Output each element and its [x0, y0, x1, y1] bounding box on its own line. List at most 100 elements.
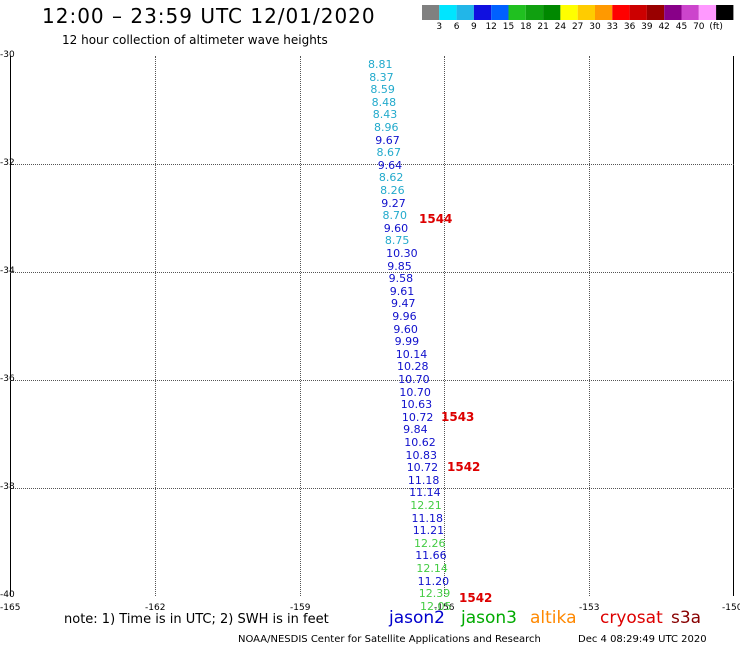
colorbar-label: 3	[436, 22, 443, 32]
wave-height-label: 12.26	[414, 536, 446, 550]
wave-height-label: 9.27	[381, 196, 406, 210]
colorbar-swatch	[646, 5, 665, 20]
colorbar-swatch	[491, 5, 509, 20]
colorbar-label: 39	[641, 22, 653, 32]
wave-height-label: 9.85	[387, 259, 412, 273]
wave-height-label: 11.66	[415, 549, 447, 563]
wave-height-label: 10.14	[395, 347, 428, 361]
longitude-tick-label: -159	[290, 603, 311, 613]
longitude-tick-label: -150	[722, 603, 740, 613]
colorbar-label: 15	[502, 22, 515, 32]
wave-height-label: 8.62	[378, 171, 404, 185]
colorbar-label: 12	[485, 22, 497, 32]
wave-height-colorbar	[422, 5, 734, 20]
wave-height-label: 8.67	[376, 146, 402, 160]
wave-height-label: 10.62	[404, 436, 436, 449]
longitude-tick-label: -153	[579, 603, 600, 613]
longitude-tick-label: -162	[145, 603, 166, 613]
colorbar-swatch	[595, 5, 613, 20]
colorbar-swatch	[439, 5, 457, 20]
wave-height-label: 12.21	[410, 499, 442, 512]
wave-height-label: 10.70	[398, 373, 430, 386]
wave-height-label: 11.21	[412, 524, 445, 538]
longitude-gridline	[589, 56, 590, 596]
wave-height-label: 9.60	[383, 221, 409, 235]
latitude-gridline	[10, 164, 734, 165]
wave-height-label: 11.14	[409, 486, 441, 500]
latitude-gridline	[10, 488, 734, 489]
wave-height-label: 9.84	[403, 423, 428, 437]
colorbar-label: 27	[571, 22, 584, 32]
colorbar-label: 9	[471, 22, 477, 32]
colorbar-swatch	[577, 5, 595, 20]
latitude-tick-label: -32	[0, 158, 15, 168]
colorbar-label: 33	[606, 22, 619, 32]
units-note: note: 1) Time is in UTC; 2) SWH is in fe…	[64, 612, 329, 627]
wave-height-label: 11.18	[411, 511, 444, 525]
wave-height-label: 10.83	[405, 448, 438, 462]
colorbar-swatch	[681, 5, 699, 20]
colorbar-label: (ft)	[709, 22, 723, 32]
wave-height-label: 8.26	[380, 184, 405, 197]
legend-jason3: jason3	[461, 608, 517, 628]
legend-s3a: s3a	[671, 608, 702, 628]
latitude-tick-label: -36	[0, 374, 15, 384]
wave-height-label: 9.58	[388, 272, 414, 286]
latitude-tick-label: -38	[0, 482, 15, 492]
legend-cryosat: cryosat	[600, 608, 663, 628]
colorbar-label: 30	[589, 22, 601, 32]
longitude-tick-label: -165	[0, 603, 21, 613]
wave-height-label: 10.72	[401, 410, 434, 424]
wave-height-label: 9.60	[393, 322, 418, 336]
wave-height-label: 8.70	[382, 209, 408, 223]
longitude-gridline	[444, 56, 445, 596]
colorbar-swatch	[698, 5, 717, 20]
wave-height-label: 8.75	[384, 234, 410, 248]
colorbar-swatch	[473, 5, 492, 20]
colorbar-swatch	[629, 5, 647, 20]
map-subtitle: 12 hour collection of altimeter wave hei…	[62, 33, 328, 47]
wave-height-label: 10.70	[399, 385, 431, 399]
wave-height-label: 11.18	[407, 473, 440, 487]
wave-height-label: 9.61	[389, 284, 415, 298]
latitude-gridline	[10, 380, 734, 381]
pass-time-label: 1543	[441, 410, 475, 424]
colorbar-swatch	[716, 5, 734, 20]
wave-height-label: 8.96	[374, 121, 399, 134]
colorbar-swatch	[560, 5, 578, 20]
wave-height-label: 12.39	[418, 587, 451, 601]
latitude-tick-label: -30	[0, 50, 15, 60]
legend-altika: altika	[530, 608, 577, 628]
colorbar-label: 45	[675, 22, 688, 32]
colorbar-labels: 3 6 9 12 15 18 21 24 27 30 33 36 39 42 45 70 (ft)	[422, 22, 734, 34]
pass-time-label: 1542	[447, 460, 481, 474]
longitude-gridline	[155, 56, 156, 596]
colorbar-swatch	[508, 5, 526, 20]
wave-height-label: 10.72	[406, 461, 439, 475]
wave-height-label: 10.63	[400, 398, 433, 412]
colorbar-label: 24	[554, 22, 567, 32]
latitude-tick-label: -34	[0, 266, 15, 276]
latitude-gridline	[10, 272, 734, 273]
footer-credit: NOAA/NESDIS Center for Satellite Applica…	[238, 634, 541, 645]
wave-height-label: 8.59	[370, 83, 395, 97]
colorbar-swatch	[525, 5, 544, 20]
colorbar-swatch	[664, 5, 682, 20]
colorbar-swatch	[422, 5, 440, 20]
footer-timestamp: Dec 4 08:29:49 UTC 2020	[578, 634, 707, 645]
pass-time-label: 1544	[419, 212, 453, 226]
wave-height-label: 11.20	[417, 574, 450, 588]
wave-height-label: 10.28	[397, 360, 429, 374]
latitude-tick-label: -40	[0, 590, 15, 600]
wave-height-label: 10.30	[386, 247, 418, 260]
colorbar-swatch	[612, 5, 630, 20]
wave-height-label: 9.64	[377, 158, 403, 172]
colorbar-swatch	[543, 5, 561, 20]
longitude-gridline	[300, 56, 301, 596]
pass-time-label: 1542	[459, 591, 493, 605]
colorbar-swatch	[456, 5, 474, 20]
wave-height-label: 12.14	[416, 562, 448, 575]
wave-height-label: 8.81	[368, 58, 393, 71]
colorbar-label: 18	[520, 22, 532, 32]
colorbar-label: 36	[623, 22, 636, 32]
